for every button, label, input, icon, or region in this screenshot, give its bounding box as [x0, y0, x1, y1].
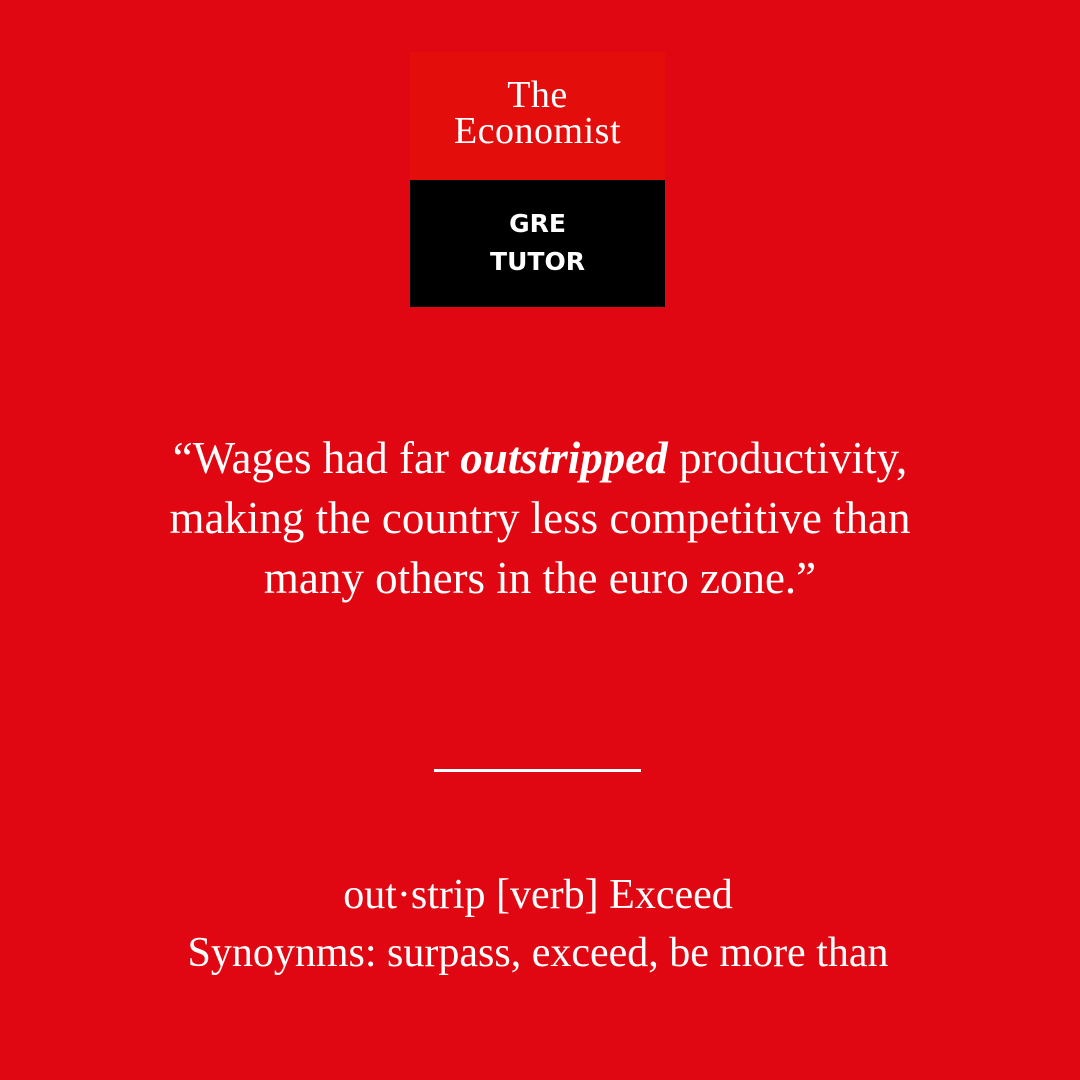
synonyms-line: Synoynms: surpass, exceed, be more than — [187, 930, 889, 976]
definition-block: out·strip [verb] Exceed Synoynms: surpas… — [60, 866, 1016, 982]
logo-line-economist: Economist — [453, 110, 622, 152]
logo-line-tutor: TUTOR — [490, 247, 585, 276]
divider-line — [434, 769, 641, 772]
logo-line-the: The — [507, 74, 568, 116]
word-definition: out·strip [verb] Exceed — [343, 872, 733, 918]
quote-highlighted-word: outstripped — [460, 433, 668, 483]
quote-text-before: “Wages had far — [172, 433, 461, 483]
logo-masthead: The Economist — [410, 52, 665, 180]
economist-gre-tutor-logo: The Economist GRE TUTOR — [410, 52, 665, 307]
example-quote: “Wages had far outstripped productivity,… — [120, 428, 960, 608]
logo-line-gre: GRE — [509, 209, 566, 238]
logo-subtitle-block: GRE TUTOR — [410, 180, 665, 307]
quote-text-after: productivity, making the country less co… — [169, 433, 911, 603]
